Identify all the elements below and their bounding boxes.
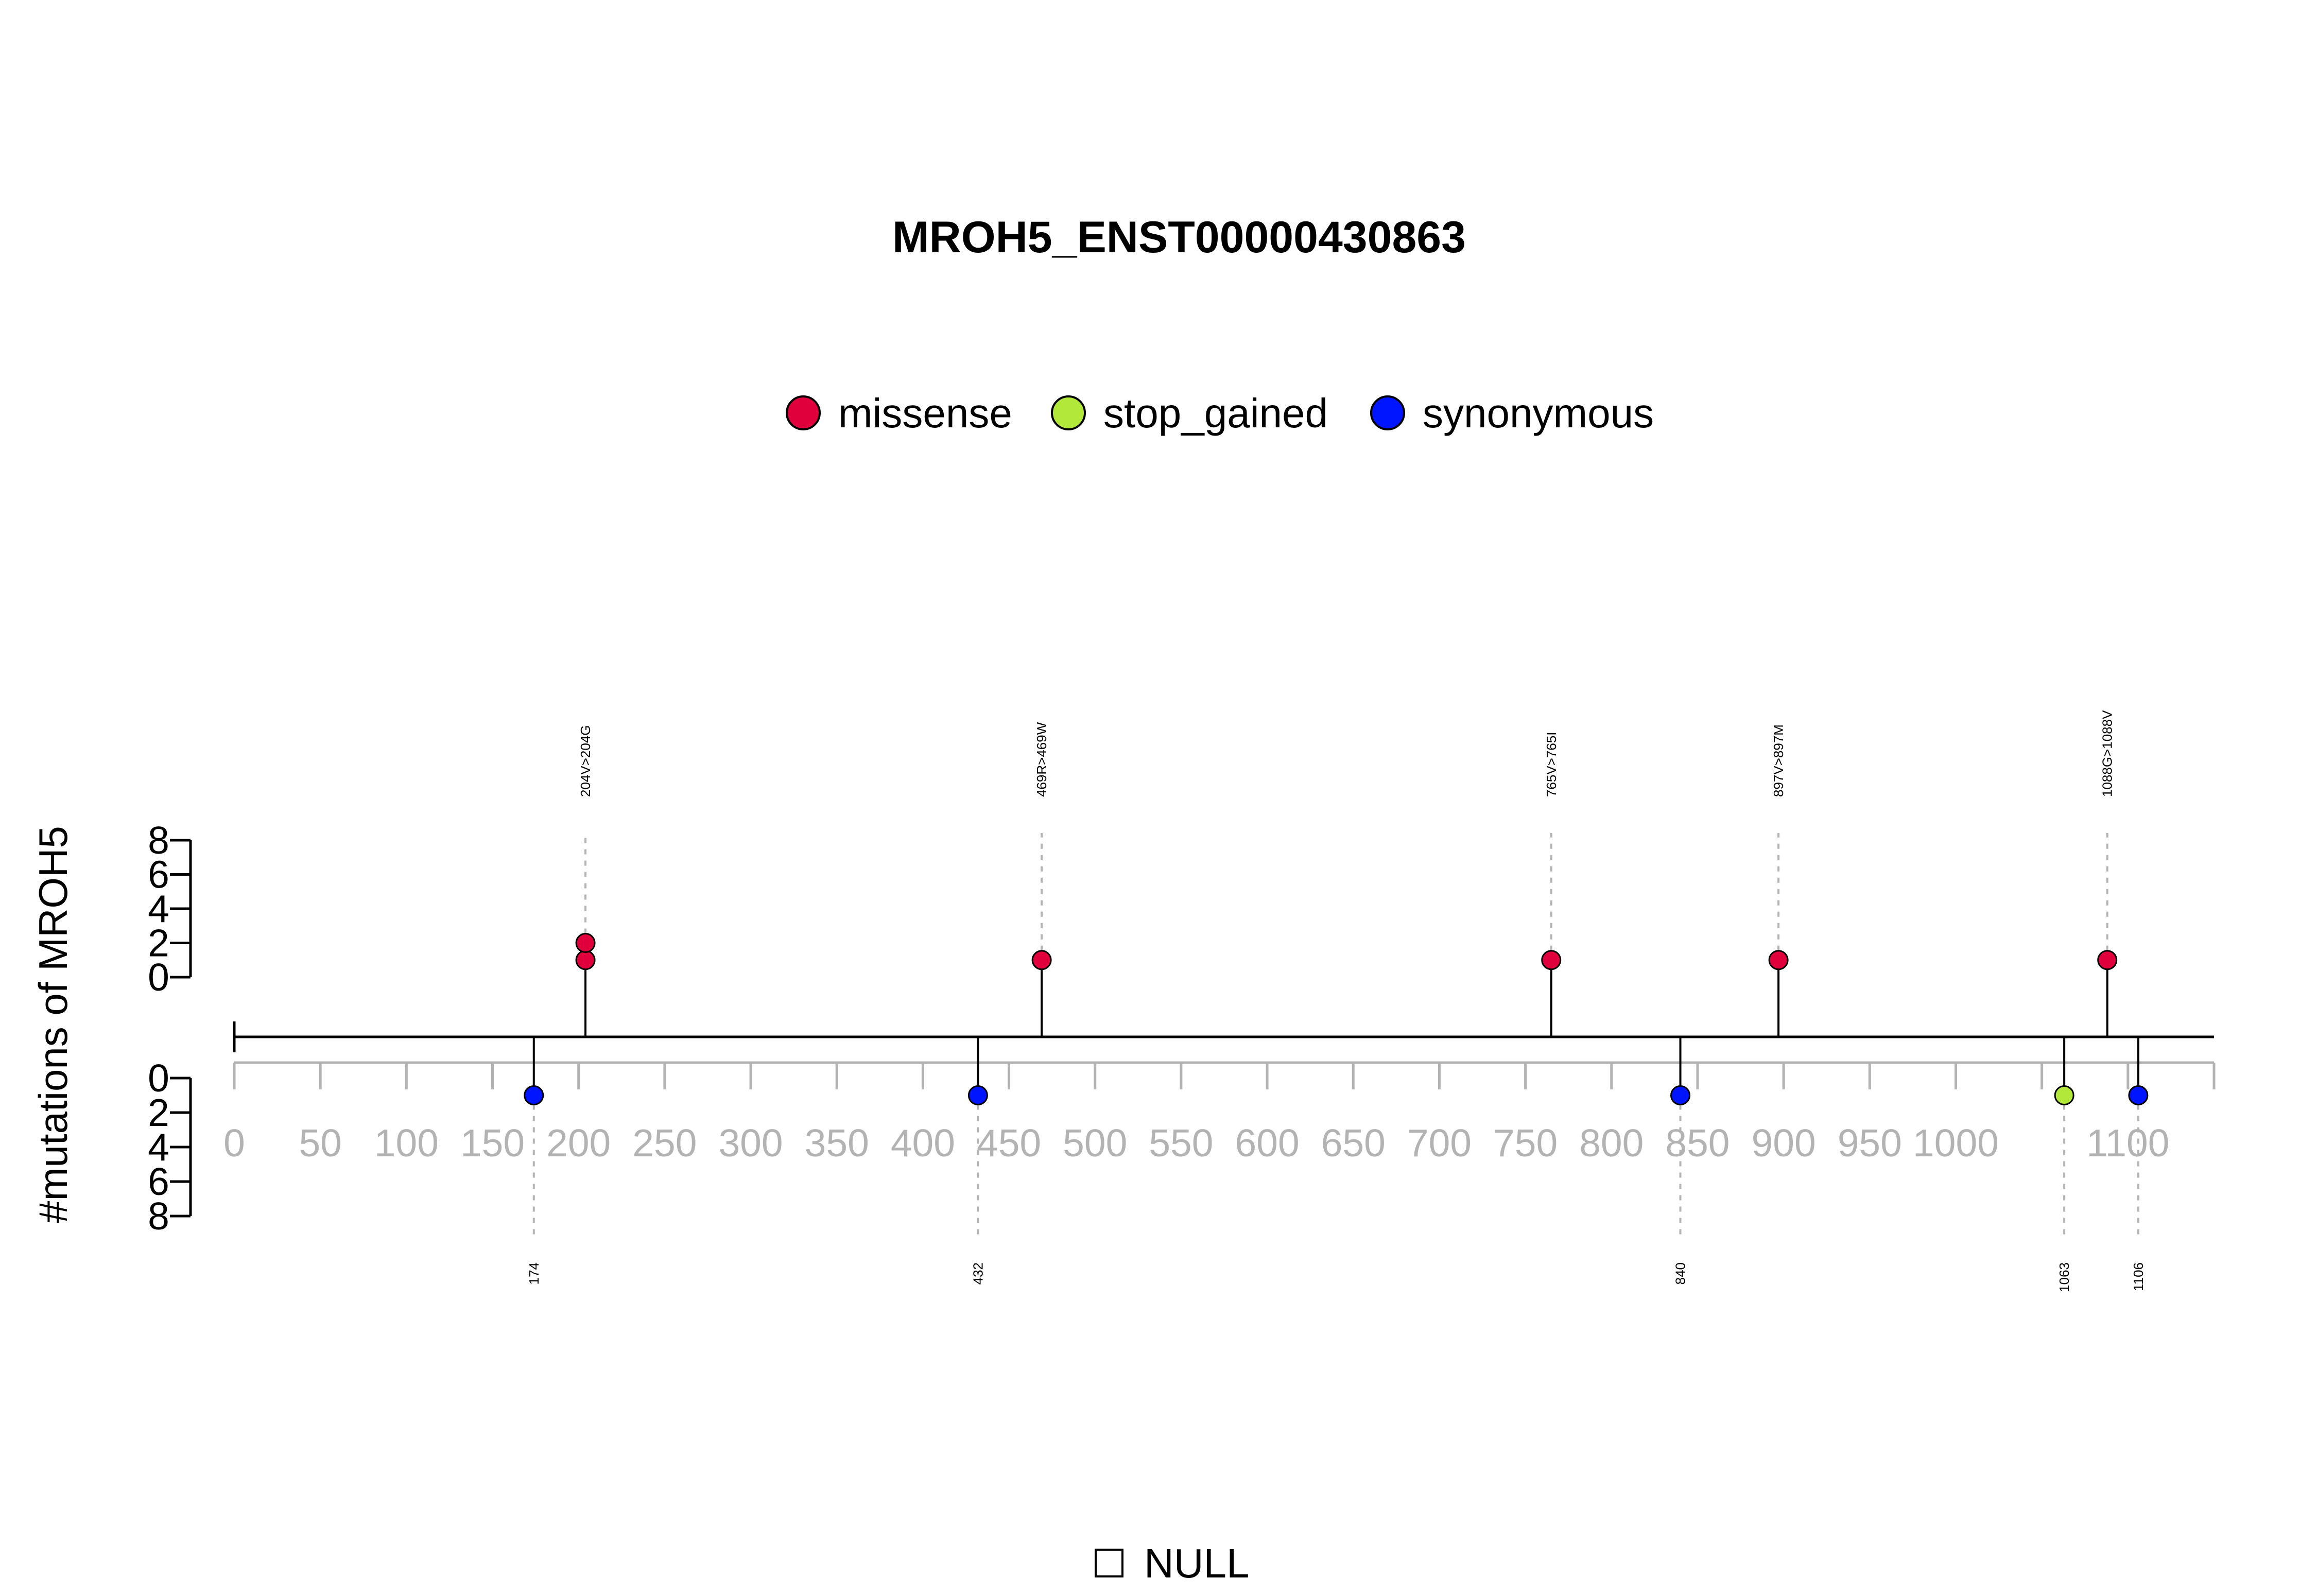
domain-legend: NULL: [1095, 1540, 1250, 1586]
x-tick-label: 450: [977, 1121, 1041, 1165]
mutation-point-missense: [2097, 950, 2118, 970]
mutation-point-missense: [1031, 950, 1052, 970]
x-tick-label: 300: [718, 1121, 783, 1165]
x-tick-label: 600: [1235, 1121, 1300, 1165]
x-tick-label: 500: [1063, 1121, 1127, 1165]
mutation-label: 897V>897M: [1771, 724, 1786, 797]
x-tick-label: 750: [1493, 1121, 1558, 1165]
x-tick-label: 200: [546, 1121, 611, 1165]
mutation-point-synonymous: [2128, 1085, 2149, 1105]
y-top-tick-label: 4: [148, 887, 169, 930]
y-bottom-tick-label: 4: [148, 1125, 169, 1169]
x-tick-label: 1000: [1913, 1121, 1999, 1165]
mutation-label: 1063: [2056, 1262, 2072, 1292]
y-bottom-tick-label: 6: [148, 1160, 169, 1203]
y-top-tick-label: 6: [148, 853, 169, 896]
y-bottom-tick-label: 8: [148, 1194, 169, 1238]
mutation-label: 1088G>1088V: [2100, 710, 2115, 797]
mutation-lollipops: 204V>204G 469R>469W 765V>765I 897V>897M 1088…: [524, 710, 2149, 1292]
mutation-label: 1106: [2131, 1262, 2146, 1291]
domain-swatch: [1095, 1549, 1123, 1577]
y-bottom-tick-label: 0: [148, 1056, 169, 1100]
mutation-point-missense: [575, 950, 596, 970]
legend-swatch-missense: [786, 395, 821, 430]
y-axis-label: #mutations of MROH5: [30, 826, 76, 1223]
mutation-point-synonymous: [967, 1085, 988, 1105]
y-top-tick-label: 0: [148, 956, 169, 999]
x-tick-label: 1100: [2086, 1121, 2169, 1165]
x-tick-label: 400: [891, 1121, 955, 1165]
x-tick-label: 650: [1321, 1121, 1386, 1165]
x-tick-label: 350: [805, 1121, 869, 1165]
mutation-label: 840: [1673, 1262, 1688, 1285]
mutation-point-synonymous: [1670, 1085, 1691, 1105]
mutation-label: 469R>469W: [1034, 722, 1049, 797]
domain-label: NULL: [1144, 1540, 1250, 1586]
mutation-point-stop_gained: [2054, 1085, 2074, 1105]
x-tick-label: 850: [1665, 1121, 1730, 1165]
y-bottom-tick-label: 2: [148, 1091, 169, 1134]
x-tick-label: 550: [1149, 1121, 1213, 1165]
y-top-tick-label: 2: [148, 922, 169, 965]
x-axis: 0 50 100 150 200 250 300 350 400 450 500 550 600 650 7…: [223, 1061, 2216, 1165]
x-tick-label: 250: [632, 1121, 697, 1165]
legend-label-synonymous: synonymous: [1423, 390, 1654, 436]
mutation-point-synonymous: [524, 1085, 544, 1105]
legend-label-missense: missense: [838, 390, 1012, 436]
mutation-point-missense: [1768, 950, 1789, 970]
x-tick-label: 50: [299, 1121, 341, 1165]
x-tick-label: 100: [374, 1121, 439, 1165]
legend-swatch-synonymous: [1370, 395, 1405, 430]
mutation-label: 204V>204G: [578, 725, 593, 797]
x-tick-label: 800: [1579, 1121, 1644, 1165]
mutation-point-missense: [575, 933, 596, 953]
chart-title: MROH5_ENST00000430863: [892, 213, 1466, 262]
legend-label-stop_gained: stop_gained: [1103, 390, 1328, 436]
mutation-point-missense: [1541, 950, 1562, 970]
x-tick-label: 950: [1838, 1121, 1902, 1165]
mutation-label: 174: [526, 1262, 542, 1285]
x-tick-label: 900: [1752, 1121, 1816, 1165]
y-top-tick-label: 8: [148, 819, 169, 862]
legend: missense stop_gained synonymous: [786, 390, 1654, 436]
mutation-label: 432: [970, 1262, 985, 1285]
x-tick-label: 700: [1407, 1121, 1472, 1165]
protein-backbone: [233, 1021, 2214, 1052]
legend-swatch-stop_gained: [1051, 395, 1086, 430]
mutation-label: 765V>765I: [1544, 732, 1559, 797]
x-tick-label: 150: [460, 1121, 525, 1165]
x-tick-label: 0: [223, 1121, 245, 1165]
